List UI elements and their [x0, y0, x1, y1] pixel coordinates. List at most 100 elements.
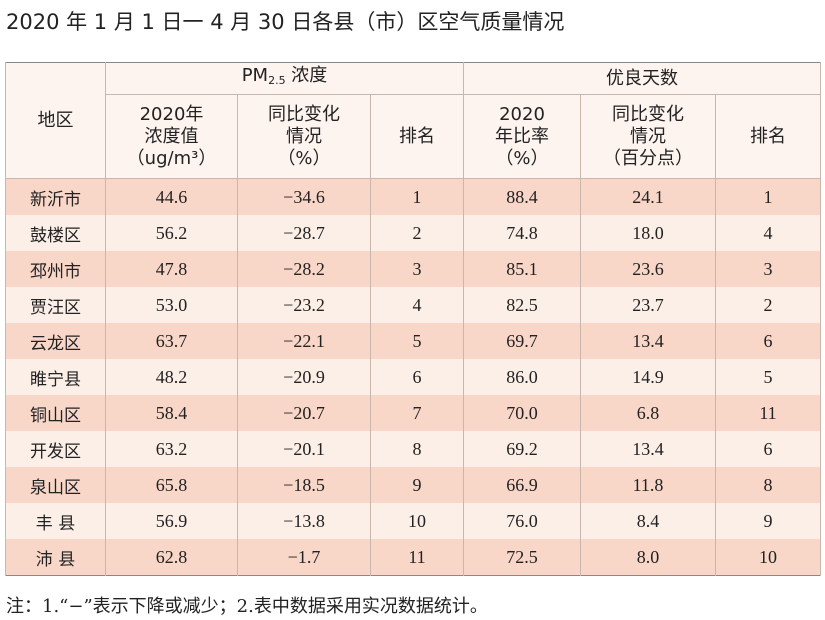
value-cell: −20.9 [237, 359, 371, 395]
header-line: 2020年 [139, 103, 204, 125]
value-cell: 53.0 [105, 287, 238, 323]
header-cell: 地区 [5, 62, 106, 179]
header-cell: 2020年 浓度值 （ug/m³） [105, 94, 238, 179]
header-line: 情况 [630, 125, 666, 147]
region-cell: 沛 县 [5, 539, 106, 576]
value-cell: 8 [714, 467, 822, 503]
value-cell: 8.4 [580, 503, 716, 539]
value-cell: 9 [714, 503, 822, 539]
data-row: 邳州市 47.8 −28.2 3 85.1 23.6 3 [5, 251, 822, 287]
region-cell: 云龙区 [5, 323, 106, 359]
value-cell: 3 [370, 251, 464, 287]
value-cell: 44.6 [105, 178, 238, 215]
header-cell: 2020 年比率 （%） [463, 94, 581, 179]
header-line: 排名 [750, 125, 786, 147]
value-cell: 6 [714, 323, 822, 359]
value-cell: 6 [714, 431, 822, 467]
value-cell: 74.8 [463, 215, 581, 251]
header-line: 同比变化 [268, 103, 340, 125]
value-cell: 23.6 [580, 251, 716, 287]
header-line: 年比率 [495, 125, 549, 147]
value-cell: 1 [714, 178, 822, 215]
value-cell: 88.4 [463, 178, 581, 215]
title: 2020 年 1 月 1 日一 4 月 30 日各县（市）区空气质量情况 [6, 10, 565, 34]
value-cell: 18.0 [580, 215, 716, 251]
header-text: 浓度 [285, 65, 328, 86]
header-line: （%） [277, 147, 331, 169]
value-cell: 4 [714, 215, 822, 251]
value-cell: 5 [714, 359, 822, 395]
region-cell: 睢宁县 [5, 359, 106, 395]
value-cell: −28.7 [237, 215, 371, 251]
region-cell: 丰 县 [5, 503, 106, 539]
header-cell: 排名 [714, 94, 822, 179]
value-cell: 24.1 [580, 178, 716, 215]
value-cell: −20.7 [237, 395, 371, 431]
region-cell: 新沂市 [5, 178, 106, 215]
value-cell: 13.4 [580, 323, 716, 359]
value-cell: 82.5 [463, 287, 581, 323]
value-cell: 7 [370, 395, 464, 431]
value-cell: 10 [370, 503, 464, 539]
value-cell: −28.2 [237, 251, 371, 287]
data-row: 云龙区 63.7 −22.1 5 69.7 13.4 6 [5, 323, 822, 359]
value-cell: −20.1 [237, 431, 371, 467]
value-cell: 65.8 [105, 467, 238, 503]
header-cell: 同比变化 情况 （%） [237, 94, 371, 179]
value-cell: 56.9 [105, 503, 238, 539]
header-line: 2020 [499, 103, 545, 125]
region-cell: 铜山区 [5, 395, 106, 431]
value-cell: 6 [370, 359, 464, 395]
value-cell: 2 [714, 287, 822, 323]
value-cell: 2 [370, 215, 464, 251]
value-cell: 76.0 [463, 503, 581, 539]
value-cell: 11 [714, 395, 822, 431]
header-row: 2020年 浓度值 （ug/m³） 同比变化 情况 （%） 排名 2020 年比率 （%） 同比变化… [6, 94, 822, 179]
region-cell: 泉山区 [5, 467, 106, 503]
value-cell: 48.2 [105, 359, 238, 395]
value-cell: 3 [714, 251, 822, 287]
value-cell: 8.0 [580, 539, 716, 576]
header-row: 地区 PM2.5 浓度 优良天数 [5, 62, 822, 179]
value-cell: 85.1 [463, 251, 581, 287]
header-line: （%） [495, 147, 549, 169]
header-group: 优良天数 [462, 62, 822, 95]
header-line: （ug/m³） [126, 147, 217, 169]
region-cell: 鼓楼区 [5, 215, 106, 251]
value-cell: 5 [370, 323, 464, 359]
value-cell: −13.8 [237, 503, 371, 539]
data-row: 泉山区 65.8 −18.5 9 66.9 11.8 8 [5, 467, 822, 503]
value-cell: −34.6 [237, 178, 371, 215]
data-row: 鼓楼区 56.2 −28.7 2 74.8 18.0 4 [5, 215, 822, 251]
header-line: 同比变化 [612, 103, 684, 125]
data-row: 睢宁县 48.2 −20.9 6 86.0 14.9 5 [5, 359, 822, 395]
value-cell: 72.5 [463, 539, 581, 576]
header-text: PM [241, 65, 269, 86]
data-row: 丰 县 56.9 −13.8 10 76.0 8.4 9 [5, 503, 822, 539]
value-cell: 8 [370, 431, 464, 467]
value-cell: 56.2 [105, 215, 238, 251]
header-line: 浓度值 [144, 125, 199, 147]
value-cell: 69.2 [463, 431, 581, 467]
header-cell: 同比变化 情况 （百分点） [580, 94, 716, 179]
region-cell: 贾汪区 [5, 287, 106, 323]
value-cell: 47.8 [105, 251, 238, 287]
data-row: 贾汪区 53.0 −23.2 4 82.5 23.7 2 [5, 287, 822, 323]
value-cell: 63.2 [105, 431, 238, 467]
value-cell: −22.1 [237, 323, 371, 359]
value-cell: 86.0 [463, 359, 581, 395]
note: 注：1.“−”表示下降或减少；2.表中数据采用实况数据统计。 [6, 596, 488, 617]
header-group: PM2.5 浓度 [105, 62, 464, 95]
value-cell: 11.8 [580, 467, 716, 503]
value-cell: 11 [370, 539, 464, 576]
value-cell: 66.9 [463, 467, 581, 503]
header-cell: 排名 [370, 94, 464, 179]
value-cell: 10 [714, 539, 822, 576]
value-cell: 62.8 [105, 539, 238, 576]
value-cell: 1 [370, 178, 464, 215]
data-row: 铜山区 58.4 −20.7 7 70.0 6.8 11 [5, 395, 822, 431]
region-cell: 邳州市 [5, 251, 106, 287]
data-row: 开发区 63.2 −20.1 8 69.2 13.4 6 [5, 431, 822, 467]
header-line: （百分点） [603, 147, 693, 169]
